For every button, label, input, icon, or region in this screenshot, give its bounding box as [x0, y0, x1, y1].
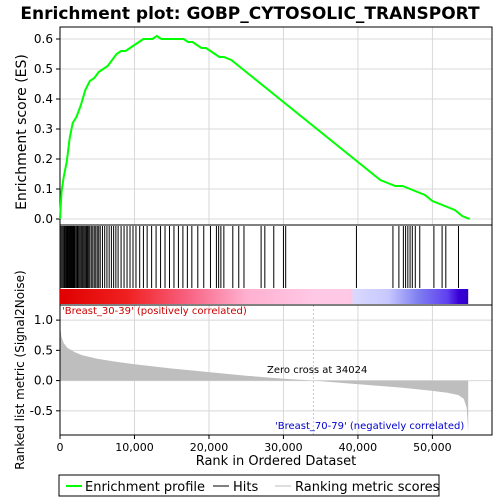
legend-frame	[58, 474, 440, 497]
es-y-tick-label: 0.5	[34, 62, 53, 76]
legend-enrichment-label: Enrichment profile	[85, 480, 205, 495]
chart-title: Enrichment plot: GOBP_CYTOSOLIC_TRANSPOR…	[20, 4, 480, 24]
metric-y-tick-label: -0.5	[30, 404, 53, 418]
es-panel: 0.0 0.1 0.2 0.3 0.4 0.5 0.6 Enrichment score (…	[14, 26, 493, 226]
legend-metric-label: Ranking metric scores	[295, 480, 440, 495]
es-y-axis-label: Enrichment score (ES)	[14, 54, 30, 210]
es-y-tick-label: 0.2	[34, 152, 53, 166]
es-y-tick-label: 0.0	[34, 212, 53, 226]
es-y-tick-label: 0.1	[34, 182, 53, 196]
es-y-tick-label: 0.4	[34, 92, 53, 106]
negative-correlation-label: 'Breast_70-79' (negatively correlated)	[275, 421, 464, 432]
metric-x-tick-label: 20,000	[190, 441, 229, 454]
hits-panel	[59, 224, 493, 306]
metric-x-tick-label: 0	[57, 441, 64, 454]
enrichment-profile-line	[59, 34, 471, 220]
metric-y-tick-label: 1.0	[34, 313, 53, 327]
es-y-tick-label: 0.3	[34, 122, 53, 136]
metric-y-axis: -0.5 0.0 0.5 1.0	[30, 313, 60, 418]
metric-panel: -0.5 0.0 0.5 1.0 0 10,000 20,000 30,000 40,000 5…	[13, 270, 493, 470]
metric-x-axis: 0 10,000 20,000 30,000 40,000 50,000	[57, 435, 452, 454]
metric-x-tick-label: 30,000	[264, 441, 303, 454]
ranked-color-band	[60, 289, 469, 304]
metric-y-tick-label: 0.5	[34, 343, 53, 357]
metric-y-tick-label: 0.0	[34, 374, 53, 388]
zero-cross-label: Zero cross at 34024	[267, 365, 367, 376]
metric-x-tick-label: 10,000	[115, 441, 154, 454]
es-y-tick-label: 0.6	[34, 32, 53, 46]
es-y-axis: 0.0 0.1 0.2 0.3 0.4 0.5 0.6	[34, 32, 60, 226]
legend-hits-label: Hits	[233, 480, 258, 495]
metric-y-axis-label: Ranked list metric (Signal2Noise)	[13, 270, 27, 469]
metric-x-axis-label: Rank in Ordered Dataset	[196, 454, 357, 469]
legend: Enrichment profile Hits Ranking metric s…	[58, 474, 440, 497]
positive-correlation-label: 'Breast_30-39' (positively correlated)	[62, 306, 247, 317]
hit-lines	[60, 226, 459, 288]
metric-panel-frame	[59, 304, 493, 436]
metric-x-tick-label: 50,000	[413, 441, 452, 454]
ranking-metric-area	[60, 326, 469, 432]
band-fill	[60, 289, 469, 304]
metric-x-tick-label: 40,000	[339, 441, 378, 454]
